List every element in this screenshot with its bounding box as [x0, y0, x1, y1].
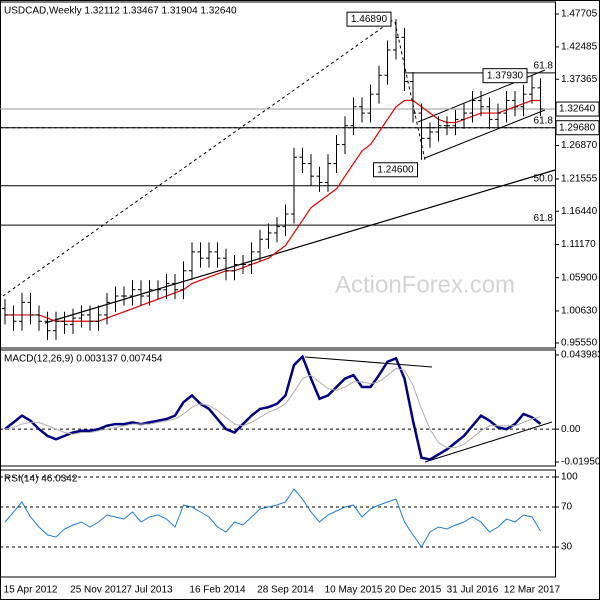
y-tick-label: 0.043983: [561, 350, 600, 361]
fib-label: 61.8: [534, 213, 554, 224]
y-tick-label: 0.00: [561, 424, 581, 435]
trend-line: [44, 169, 556, 324]
indicator-line: [4, 367, 541, 449]
price-label: 1.32640: [559, 104, 596, 115]
x-tick-label: 10 May 2015: [325, 585, 383, 596]
x-tick-label: 20 Dec 2015: [385, 585, 442, 596]
price-label-box: [555, 101, 600, 117]
x-tick-label: 16 Feb 2014: [189, 585, 246, 596]
panel-title: MACD(12,26,9) 0.003137 0.007454: [4, 354, 163, 365]
annotation-label: 1.24600: [377, 164, 414, 175]
annotation-label: 1.46890: [351, 14, 388, 25]
indicator-line: [4, 488, 541, 548]
trend-line: [2, 19, 394, 297]
y-tick-label: 1.42485: [561, 42, 598, 53]
annotation-box: [346, 11, 392, 27]
price-label-box: [555, 120, 600, 136]
trend-lines: [2, 19, 556, 463]
y-tick-label: 1.11170: [561, 239, 596, 250]
watermark: ActionForex.com: [335, 271, 515, 298]
y-tick-label: 1.26870: [561, 140, 598, 151]
fib-label: 61.8: [534, 60, 554, 71]
y-tick-label: 30: [561, 542, 573, 553]
y-tick-label: -0.019501: [561, 457, 600, 468]
panel-title: RSI(14) 46.0342: [4, 474, 78, 485]
rsi-panel: [0, 469, 556, 578]
y-tick-label: 1.37365: [561, 74, 598, 85]
fib-label: 50.0: [534, 173, 554, 184]
moving-average: [5, 99, 541, 322]
annotation-box: [373, 162, 418, 178]
indicator-line: [4, 354, 542, 461]
panel-title: USDCAD,Weekly 1.32112 1.33467 1.31904 1.…: [4, 6, 237, 17]
x-tick-label: 12 Mar 2017: [504, 585, 561, 596]
y-tick-label: 0.95550: [561, 338, 598, 349]
price-label: 1.29680: [559, 122, 596, 133]
y-tick-label: 1.16440: [561, 206, 598, 217]
y-tick-label: 70: [561, 502, 573, 513]
x-tick-label: 15 Apr 2012: [4, 585, 58, 596]
y-tick-label: 1.21555: [561, 174, 598, 185]
x-tick-label: 31 Jul 2016: [447, 585, 499, 596]
annotation-box: [482, 68, 528, 84]
y-tick-label: 1.47705: [561, 9, 598, 20]
annotation-label: 1.37930: [487, 70, 524, 81]
channel-line: [424, 109, 546, 159]
fib-label: 61.8: [534, 115, 554, 126]
x-tick-label: 7 Jul 2013: [126, 585, 173, 596]
macd-panel: [0, 349, 556, 467]
x-tick-label: 25 Nov 2012: [70, 585, 127, 596]
y-tick-label: 1.05900: [561, 272, 598, 283]
price-panel: [0, 1, 556, 349]
x-tick-label: 28 Sep 2014: [257, 585, 314, 596]
y-tick-label: 100: [561, 472, 578, 483]
macd-trend-line: [304, 356, 433, 368]
y-tick-label: 1.00630: [561, 306, 598, 317]
